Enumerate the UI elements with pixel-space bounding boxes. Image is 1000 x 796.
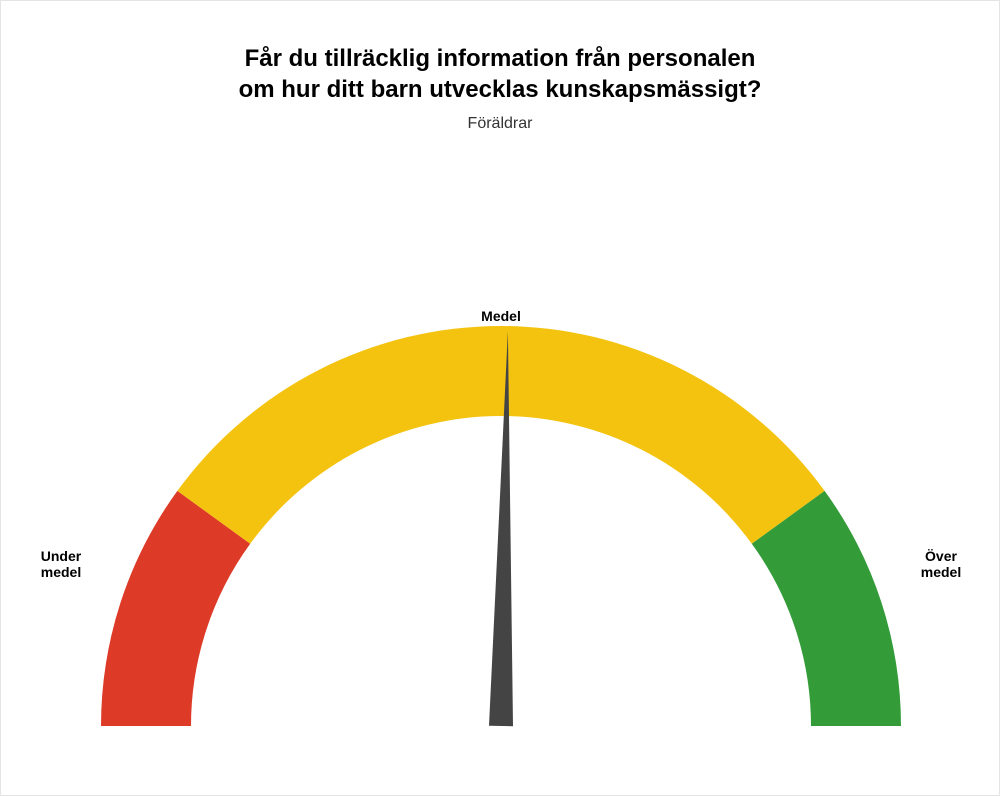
gauge-label-right-1: Över — [925, 548, 957, 564]
gauge-chart: MedelUndermedelÖvermedel — [1, 166, 1000, 786]
gauge-label-top: Medel — [481, 308, 521, 324]
chart-frame: Får du tillräcklig information från pers… — [0, 0, 1000, 796]
title-block: Får du tillräcklig information från pers… — [1, 43, 999, 133]
gauge-label-left-1: Under — [41, 548, 82, 564]
title-line-1: Får du tillräcklig information från pers… — [1, 43, 999, 74]
title-line-2: om hur ditt barn utvecklas kunskapsmässi… — [1, 74, 999, 105]
gauge-label-right-2: medel — [921, 564, 961, 580]
subtitle: Föräldrar — [1, 115, 999, 133]
gauge-label-left-2: medel — [41, 564, 81, 580]
gauge-container: MedelUndermedelÖvermedel — [1, 166, 999, 786]
